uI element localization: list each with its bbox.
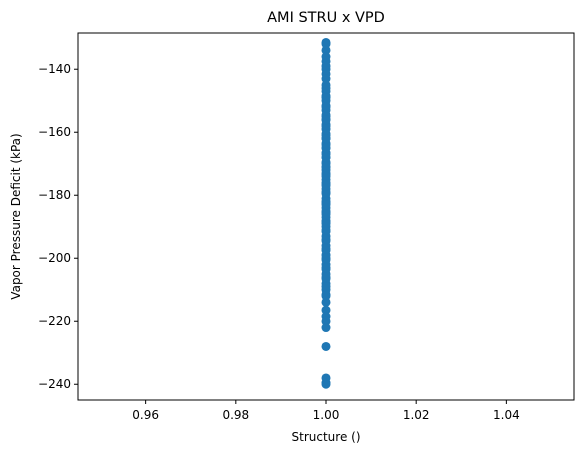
data-point [321,297,331,307]
data-point [321,341,331,351]
data-point [321,52,331,62]
data-point [321,209,331,219]
data-point [321,93,331,103]
data-point [321,187,331,197]
data-point [321,74,331,84]
data-point [321,102,331,112]
data-point [321,291,331,301]
data-point [321,200,331,210]
data-point [321,45,331,55]
data-point [321,181,331,191]
y-tick-label: −160 [38,125,71,139]
data-point [321,244,331,254]
x-axis-ticks: 0.96 0.98 1.00 1.02 1.04 [132,400,520,422]
data-point [321,115,331,125]
data-point [321,305,331,315]
data-point [321,225,331,235]
y-tick-label: −200 [38,251,71,265]
x-tick-label: 1.02 [403,408,430,422]
data-point [321,219,331,229]
data-point [321,272,331,282]
data-points [321,37,331,389]
x-tick-label: 0.96 [132,408,159,422]
y-tick-label: −140 [38,62,71,76]
data-point [321,162,331,172]
data-point [321,39,331,49]
data-point [321,379,331,389]
data-point [321,83,331,93]
x-tick-label: 1.00 [313,408,340,422]
data-point [321,323,331,333]
data-point [321,263,331,273]
y-axis-label: Vapor Pressure Deficit (kPa) [9,133,23,299]
data-point [321,143,331,153]
x-tick-label: 0.98 [222,408,249,422]
y-tick-label: −220 [38,314,71,328]
y-tick-label: −180 [38,188,71,202]
y-tick-label: −240 [38,377,71,391]
data-point [321,234,331,244]
x-tick-label: 1.04 [493,408,520,422]
y-axis-ticks: −140 −160 −180 −200 −220 −240 [38,62,78,391]
x-axis-label: Structure () [292,430,361,444]
data-point [321,152,331,162]
data-point [321,282,331,292]
data-point [321,171,331,181]
data-point [321,61,331,71]
chart-title: AMI STRU x VPD [267,10,385,26]
data-point [321,316,331,326]
data-point [321,253,331,263]
data-point [321,134,331,144]
data-point [321,121,331,131]
